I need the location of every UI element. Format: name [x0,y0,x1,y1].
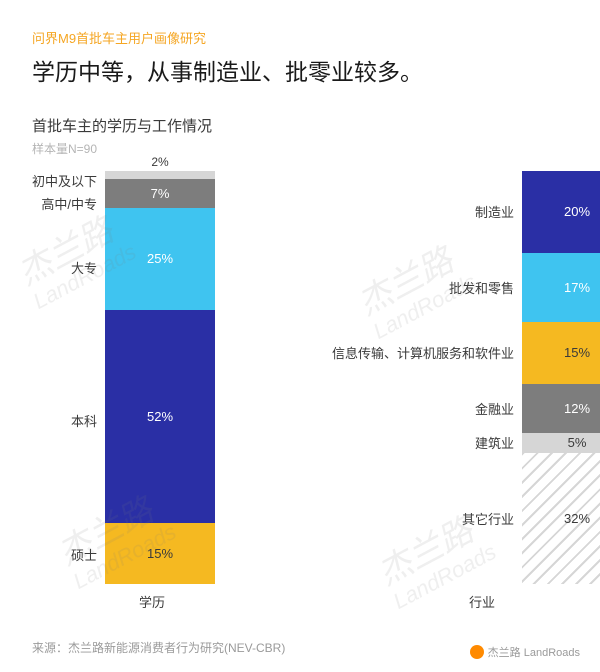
industry-label: 建筑业 [475,433,514,453]
education-label: 本科 [71,317,97,524]
education-label: 高中/中专 [41,190,97,218]
education-segment: 25% [105,208,215,310]
industry-label: 信息传输、计算机服务和软件业 [332,322,514,383]
industry-axis-label: 行业 [469,592,495,611]
industry-segment: 32% [522,453,600,584]
education-label: 硕士 [71,524,97,584]
education-segment: 7% [105,179,215,208]
source-text: 来源：杰兰路新能源消费者行为研究(NEV-CBR) [32,639,285,656]
industry-segment: 5% [522,433,600,453]
education-value: 2% [151,155,168,169]
education-label: 大专 [71,218,97,318]
industry-label: 金融业 [475,384,514,433]
industry-label: 制造业 [475,171,514,253]
sample-size: 样本量N=90 [32,140,568,157]
industry-label: 其它行业 [462,453,514,584]
credit: 杰兰路 LandRoads [470,644,580,660]
industry-label: 批发和零售 [449,253,514,323]
industry-segment: 17% [522,253,600,323]
charts-row: 初中及以下高中/中专大专本科硕士 2%7%25%52%15% 学历 制造业批发和… [32,171,568,611]
credit-logo-icon [470,645,484,659]
main-title: 学历中等，从事制造业、批零业较多。 [32,53,568,87]
industry-segment: 15% [522,322,600,383]
credit-text: 杰兰路 LandRoads [488,644,580,660]
industry-segment: 20% [522,171,600,253]
education-label: 初中及以下 [32,171,97,190]
education-chart: 初中及以下高中/中专大专本科硕士 2%7%25%52%15% 学历 [32,171,272,611]
industry-segment: 12% [522,384,600,433]
education-segment: 52% [105,310,215,523]
industry-chart: 制造业批发和零售信息传输、计算机服务和软件业金融业建筑业其它行业 20%17%1… [332,171,600,611]
chart-title: 首批车主的学历与工作情况 [32,115,568,136]
education-segment: 15% [105,523,215,584]
small-subtitle: 问界M9首批车主用户画像研究 [32,28,568,47]
education-axis-label: 学历 [139,592,165,611]
education-segment: 2% [105,171,215,179]
